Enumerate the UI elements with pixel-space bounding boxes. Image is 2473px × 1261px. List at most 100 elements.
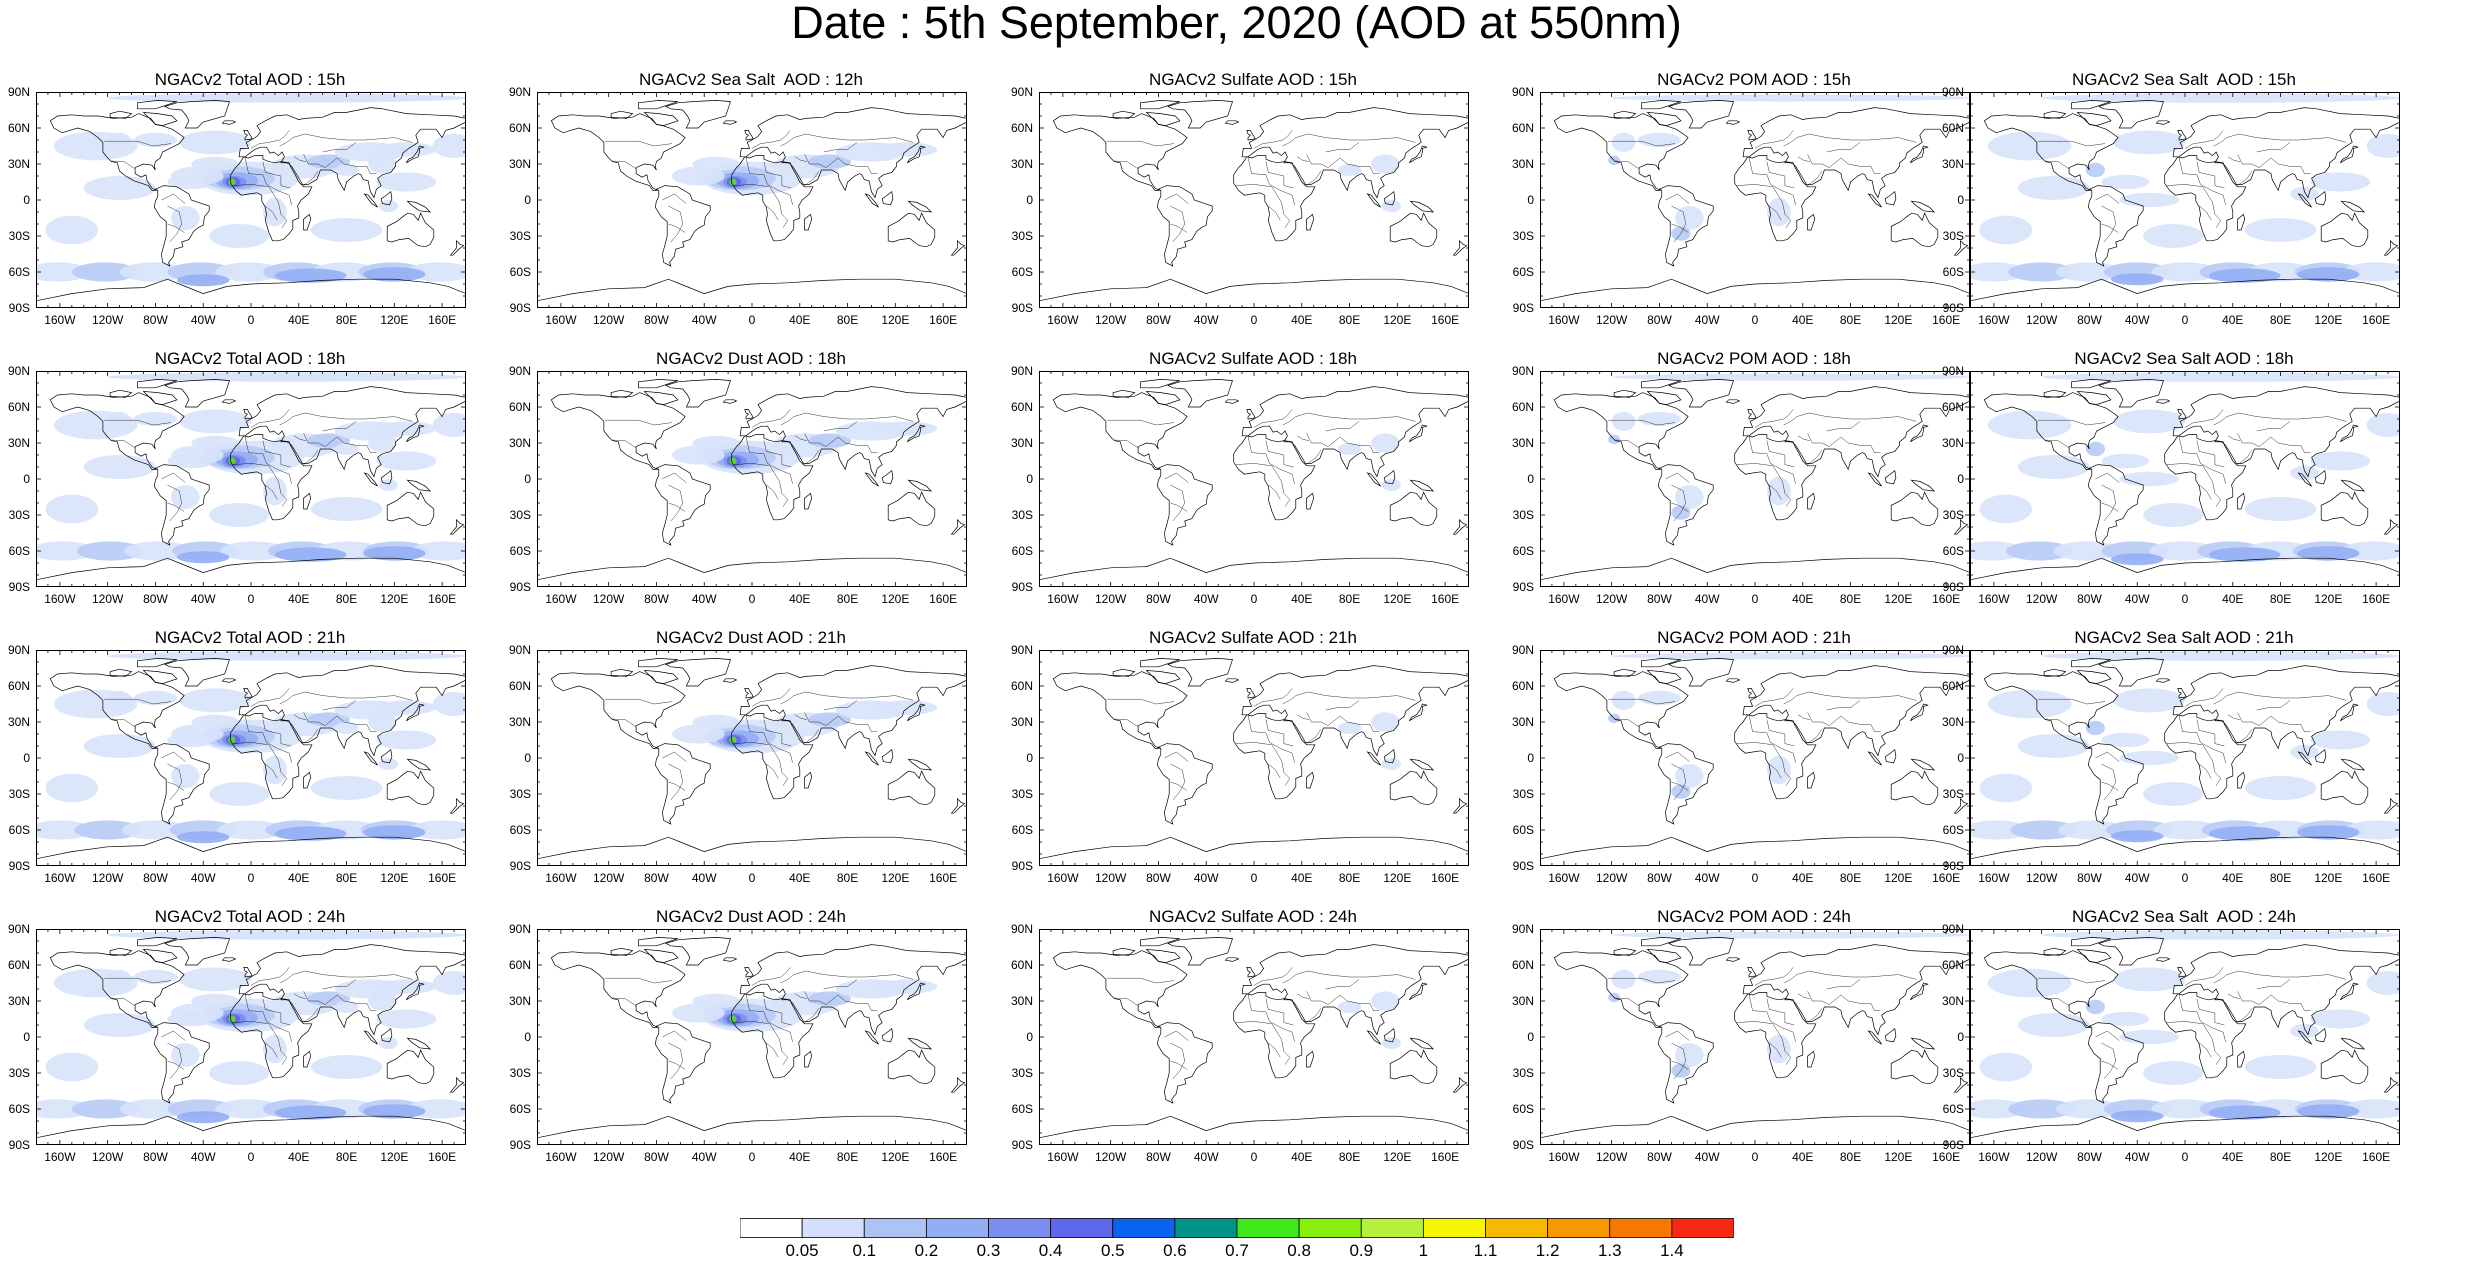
- coastline: [1953, 1076, 1969, 1093]
- longitude-label: 40W: [2124, 871, 2150, 885]
- country-border: [1671, 223, 1689, 233]
- country-border: [104, 978, 172, 984]
- coastline: [1910, 1037, 1936, 1050]
- country-border: [804, 729, 820, 744]
- coastline: [804, 1050, 813, 1068]
- longitude-label: 0: [1751, 592, 1759, 606]
- longitude-label: 80W: [644, 871, 669, 885]
- map-panel: NGACv2 Sea Salt AOD : 12h 90N 60N 30N 0 30S 60…: [501, 70, 971, 326]
- longitude-label: 80E: [836, 313, 859, 327]
- latitude-label: 90S: [509, 580, 531, 594]
- coastline: [1725, 120, 1741, 125]
- latitude-label: 90S: [509, 301, 531, 315]
- aod-plume: [672, 445, 725, 465]
- coastline: [722, 399, 738, 404]
- coastline: [230, 992, 313, 1079]
- country-border: [823, 979, 858, 990]
- aod-plume: [2310, 451, 2371, 471]
- aod-plume: [263, 1034, 287, 1064]
- aod-plume: [877, 142, 938, 157]
- longitude-label: 80W: [1146, 592, 1171, 606]
- panel-title: NGACv2 Sulfate AOD : 18h: [1149, 349, 1357, 368]
- aod-plume: [729, 178, 737, 186]
- latitude-label: 60N: [1511, 400, 1534, 414]
- coastline: [2076, 390, 2112, 405]
- country-border: [2227, 714, 2240, 720]
- longitude-label: 120E: [1383, 592, 1412, 606]
- aod-plume: [1381, 758, 1401, 770]
- coastline: [1366, 193, 1381, 208]
- country-border: [1170, 763, 1185, 801]
- coastline: [1241, 944, 1469, 1036]
- colorbar-swatch: [1050, 1218, 1114, 1238]
- latitude-label: 0: [1527, 1030, 1534, 1044]
- country-border: [612, 160, 637, 169]
- coastline: [907, 1037, 933, 1050]
- coastline: [1553, 113, 1689, 191]
- country-border: [734, 1021, 789, 1065]
- longitude-label: 0: [1250, 1150, 1258, 1164]
- antarctica-coastline: [537, 278, 967, 302]
- country-border: [1766, 161, 1795, 189]
- coastline: [137, 937, 178, 947]
- coastline: [1233, 155, 1316, 242]
- country-border: [1754, 967, 1794, 986]
- latitude-label: 90N: [1941, 364, 1964, 378]
- country-border: [303, 154, 377, 174]
- coastline: [363, 1030, 378, 1045]
- latitude-label: 60S: [8, 265, 30, 279]
- longitude-label: 80W: [1647, 871, 1672, 885]
- longitude-label: 80E: [1839, 313, 1862, 327]
- coastline: [2087, 743, 2144, 825]
- map-panel: NGACv2 POM AOD : 24h 90N 60N 30N 0 30S 60S 90S 1…: [1504, 907, 1974, 1163]
- aod-map: [36, 929, 466, 1145]
- country-border: [2101, 1060, 2119, 1070]
- map-panel: NGACv2 Total AOD : 24h 90N 60N 30N 0 30S 60S 90…: [0, 907, 470, 1163]
- latitude-label: 0: [524, 193, 531, 207]
- coastline: [1112, 947, 1136, 956]
- latitude-label: 60S: [509, 1102, 531, 1116]
- aod-plume: [1767, 755, 1791, 785]
- coastline: [1613, 110, 1637, 119]
- aod-plume: [2041, 93, 2400, 103]
- coastline: [1646, 669, 1682, 684]
- longitude-label: 160W: [1978, 871, 2010, 885]
- country-border: [1170, 223, 1188, 233]
- coastline: [1246, 967, 1256, 978]
- coastline: [1867, 193, 1882, 208]
- country-border: [1268, 763, 1281, 779]
- aod-plume: [176, 551, 230, 564]
- aod-plume: [2010, 820, 2078, 840]
- country-border: [2095, 1030, 2120, 1041]
- longitude-label: 120E: [380, 1150, 409, 1164]
- country-border: [303, 171, 319, 186]
- colorbar-swatch: [801, 1218, 865, 1238]
- coastline: [2155, 678, 2171, 683]
- aod-plume: [45, 215, 99, 245]
- longitude-label: 40E: [789, 313, 811, 327]
- aod-plume: [107, 94, 466, 102]
- coastline: [2314, 1027, 2327, 1043]
- country-border: [1164, 751, 1189, 762]
- longitude-label: 0: [1751, 1150, 1759, 1164]
- latitude-label: 30N: [7, 994, 30, 1008]
- latitude-label: 90S: [8, 580, 30, 594]
- country-border: [804, 171, 820, 186]
- latitude-label: 90S: [1942, 1138, 1964, 1152]
- country-border: [1615, 160, 1640, 169]
- country-border: [1265, 440, 1294, 468]
- aod-plume: [133, 690, 177, 706]
- country-border: [1769, 484, 1782, 500]
- aod-plume: [133, 411, 177, 427]
- longitude-label: 120W: [592, 1150, 625, 1164]
- antarctica-coastline: [36, 1115, 466, 1139]
- longitude-label: 80E: [1839, 592, 1862, 606]
- longitude-label: 160E: [1932, 592, 1961, 606]
- aod-plume: [274, 1105, 347, 1120]
- aod-plume: [411, 541, 466, 561]
- colorbar-swatch: [1298, 1218, 1362, 1238]
- latitude-label: 60S: [1011, 1102, 1033, 1116]
- country-border: [804, 712, 878, 732]
- coastline: [1668, 658, 1734, 687]
